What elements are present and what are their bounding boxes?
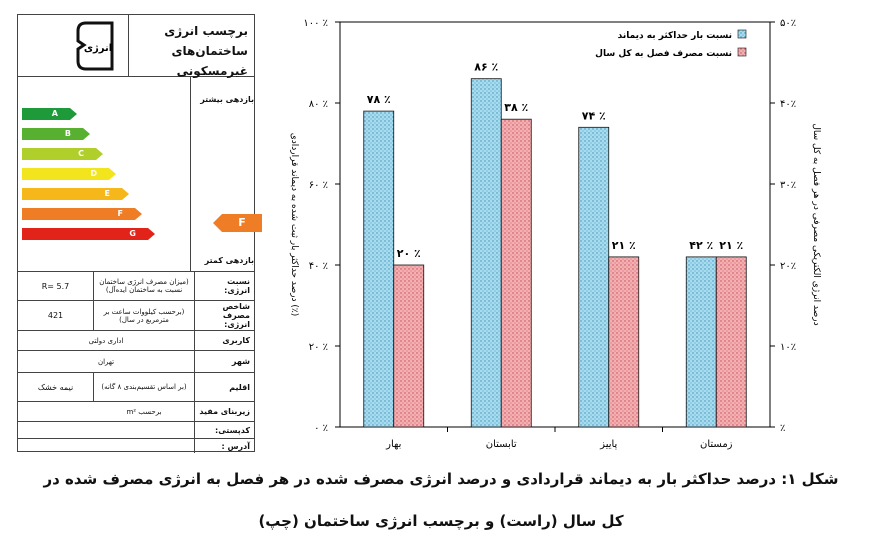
energy-label-title: برچسب انرژی ساختمان‌های غیرمسکونی	[128, 15, 254, 78]
bar-season-share	[393, 264, 425, 428]
bar-season-share	[715, 256, 747, 428]
figure-caption-line2: کل سال (راست) و برچسب انرژی ساختمان (چپ)	[258, 512, 624, 530]
data-label: ۷۸ ٪	[367, 93, 391, 106]
label-row: شهر تهران	[18, 350, 254, 372]
data-label: ۲۱ ٪	[612, 239, 636, 252]
row-key: زیربنای مفید	[194, 402, 254, 421]
legend-swatch	[737, 29, 747, 39]
row-desc: برحسب m²	[126, 407, 162, 416]
grade-bar-g: G	[22, 228, 155, 240]
row-desc: (میزان مصرف انرژی ساختمان نسبت به ساختما…	[99, 278, 189, 294]
label-row: زیربنای مفید برحسب m²	[18, 401, 254, 421]
label-row: نسبت انرژی: (میزان مصرف انرژی ساختمان نس…	[18, 271, 254, 300]
left-axis-title: درصد حداکثر بار ثبت شده به دیماند قراردا…	[289, 133, 299, 317]
legend-swatch	[737, 47, 747, 57]
label-row: شاخص مصرف انرژی: (برحسب کیلووات ساعت بر …	[18, 300, 254, 330]
row-value: 421	[18, 301, 94, 330]
label-info-rows: نسبت انرژی: (میزان مصرف انرژی ساختمان نس…	[18, 271, 254, 453]
row-desc: (برحسب کیلووات ساعت بر مترمربع در سال)	[103, 307, 185, 324]
row-value: R= 5.7	[18, 272, 94, 300]
left-tick-label: ۱۰۰ ٪	[303, 18, 328, 29]
bar-peak-demand	[685, 256, 717, 428]
row-desc: (بر اساس تقسیم‌بندی ۸ گانه)	[101, 383, 187, 391]
figure-caption-line1: شکل ۱: درصد حداکثر بار به دیماند قرارداد…	[43, 470, 839, 488]
legend-entry: نسبت بار حداکثر به دیماند	[618, 31, 732, 41]
higher-efficiency-label: بازدهی بیشتر	[200, 95, 254, 104]
category-label: تابستان	[486, 439, 517, 450]
seasonal-bar-chart: ۰ ٪ ٪ ۲۰ ٪ ۱۰٪ ۴۰ ٪ ۲۰٪ ۶۰ ٪ ۳۰٪ ۸۰ ٪ ۴۰٪ ۱۰۰ ٪ ۵۰٪…	[289, 18, 821, 450]
label-row: آدرس :	[18, 438, 254, 453]
left-tick-label: ۴۰ ٪	[309, 261, 328, 272]
grade-bar-c: C	[22, 148, 103, 160]
right-axis-title: درصد انرژی الکتریکی مصرفی در هر فصل به ک…	[811, 123, 821, 325]
label-row: اقلیم (بر اساس تقسیم‌بندی ۸ گانه) نیمه خ…	[18, 372, 254, 401]
data-label: ۳۸ ٪	[504, 101, 528, 114]
bar-season-share	[500, 118, 532, 428]
row-value: نیمه خشک	[18, 373, 94, 401]
label-row: کدپستی:	[18, 421, 254, 438]
grade-bar-f: F	[22, 208, 142, 220]
row-key: کدپستی:	[194, 422, 254, 438]
current-grade-marker: F	[213, 214, 262, 232]
bar-season-share	[608, 256, 640, 428]
row-desc: تهران	[97, 357, 115, 366]
left-tick-label: ۲۰ ٪	[309, 342, 328, 353]
label-row: کاربری اداری دولتی	[18, 330, 254, 350]
row-key: نسبت انرژی:	[194, 272, 254, 300]
bar-peak-demand	[470, 78, 502, 428]
row-key: آدرس :	[194, 439, 254, 453]
left-tick-label: ۶۰ ٪	[309, 180, 328, 191]
lower-efficiency-label: بازدهی کمتر	[204, 256, 254, 265]
right-tick-label: ۱۰٪	[780, 342, 796, 353]
left-tick-label: ۰ ٪	[314, 423, 328, 434]
category-label: بهار	[385, 439, 401, 450]
grade-bar-d: D	[22, 168, 116, 180]
right-tick-label: ۴۰٪	[780, 99, 796, 110]
energy-label-card: برچسب انرژی ساختمان‌های غیرمسکونی انرژی …	[17, 14, 262, 453]
grade-bar-e: E	[22, 188, 129, 200]
right-tick-label: ۵۰٪	[780, 18, 796, 29]
row-key: اقلیم	[194, 373, 254, 401]
bar-peak-demand	[363, 110, 395, 428]
category-label: زمستان	[700, 439, 733, 450]
energy-logo: انرژی	[18, 15, 129, 77]
data-label: ۲۱ ٪	[719, 239, 743, 252]
category-label: پاییز	[599, 439, 617, 450]
energy-logo-text: انرژی	[84, 43, 112, 54]
row-key: شهر	[194, 351, 254, 372]
left-tick-label: ۸۰ ٪	[309, 99, 328, 110]
bar-peak-demand	[578, 126, 610, 428]
grade-bar-a: A	[22, 108, 77, 120]
data-label: ۴۲ ٪	[689, 239, 713, 252]
data-label: ۸۶ ٪	[474, 61, 498, 74]
row-key: کاربری	[194, 331, 254, 350]
data-label: ۲۰ ٪	[397, 247, 421, 260]
grade-bar-b: B	[22, 128, 90, 140]
right-tick-label: ٪	[780, 423, 785, 434]
data-label: ۷۴ ٪	[582, 109, 606, 122]
energy-logo-icon: انرژی	[76, 21, 114, 71]
right-tick-label: ۳۰٪	[780, 180, 796, 191]
right-tick-label: ۲۰٪	[780, 261, 796, 272]
row-desc: اداری دولتی	[88, 336, 124, 345]
row-key: شاخص مصرف انرژی:	[194, 301, 254, 330]
legend-entry: نسبت مصرف فصل به کل سال	[595, 49, 732, 59]
